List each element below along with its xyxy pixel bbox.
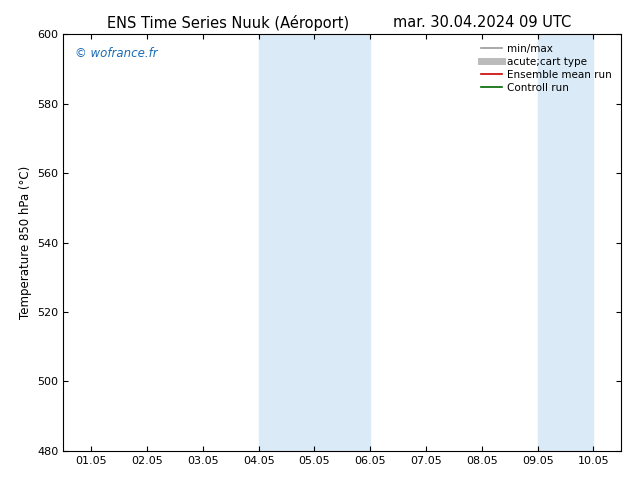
Text: ENS Time Series Nuuk (Aéroport): ENS Time Series Nuuk (Aéroport) <box>107 15 349 31</box>
Y-axis label: Temperature 850 hPa (°C): Temperature 850 hPa (°C) <box>19 166 32 319</box>
Bar <box>538 34 593 451</box>
Legend: min/max, acute;cart type, Ensemble mean run, Controll run: min/max, acute;cart type, Ensemble mean … <box>477 40 616 97</box>
Text: mar. 30.04.2024 09 UTC: mar. 30.04.2024 09 UTC <box>392 15 571 30</box>
Text: © wofrance.fr: © wofrance.fr <box>75 47 157 60</box>
Bar <box>259 34 370 451</box>
